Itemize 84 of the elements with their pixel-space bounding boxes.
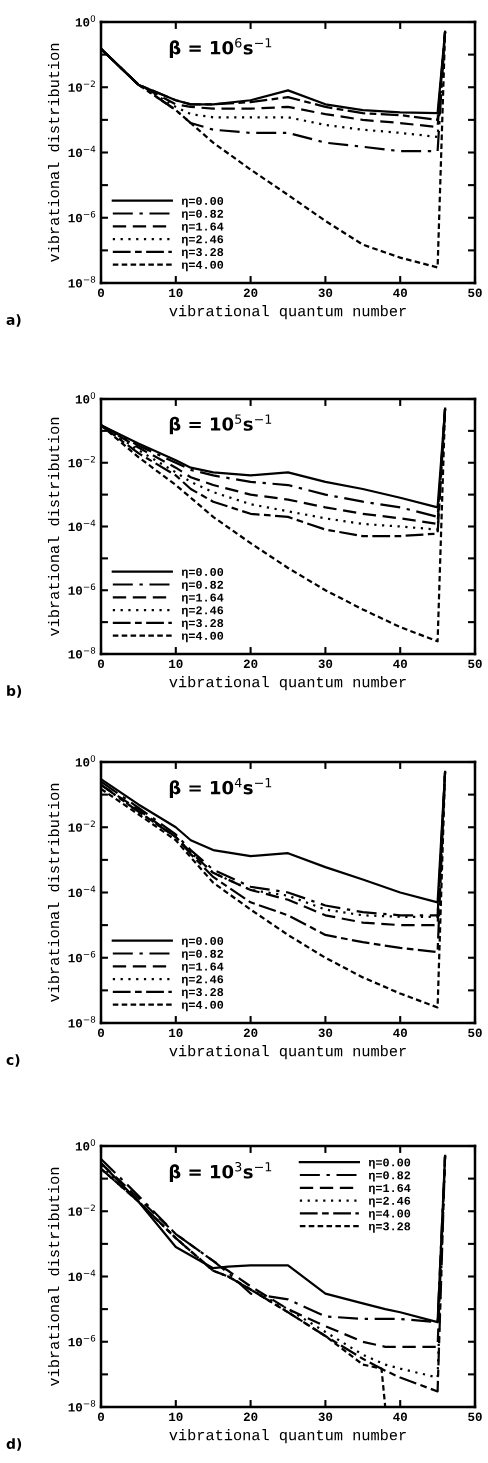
legend-label: η=4.00 <box>181 260 224 272</box>
x-tick-label: 10 <box>169 288 183 298</box>
y-axis-title: vibrational distribution <box>47 1167 60 1387</box>
y-tick-label: 10$^{0}$ <box>75 15 96 27</box>
legend-label: η=0.00 <box>368 1158 411 1169</box>
legend-label: η=4.00 <box>368 1209 411 1220</box>
x-tick-label: 30 <box>318 659 333 669</box>
x-tick-label: 40 <box>393 659 407 669</box>
legend-label: η=1.64 <box>181 962 224 973</box>
x-tick-label: 20 <box>243 1412 258 1422</box>
legend-label: η=0.82 <box>368 1171 411 1182</box>
y-tick-label: 10$^{−6}$ <box>68 583 96 595</box>
y-tick-label: 10$^{−4}$ <box>68 145 96 158</box>
x-tick-label: 0 <box>97 1412 105 1422</box>
legend-label: η=2.46 <box>181 975 224 986</box>
y-tick-label: 10$^{−8}$ <box>68 276 96 288</box>
y-tick-label: 10$^{−6}$ <box>68 950 96 963</box>
y-tick-label: 10$^{−2}$ <box>68 1204 95 1216</box>
y-tick-label: 10$^{−4}$ <box>68 885 96 898</box>
legend-label: η=0.00 <box>181 196 224 208</box>
y-axis-title: vibrational distribution <box>47 417 60 637</box>
y-tick-label: 10$^{0}$ <box>75 755 96 767</box>
text: β = 10$^{3}$s$^{−1}$ <box>169 1161 272 1183</box>
text: β = 10$^{5}$s$^{−1}$ <box>169 414 272 435</box>
text: β = 10$^{4}$s$^{−1}$ <box>169 778 272 798</box>
x-tick-label: 50 <box>468 1028 482 1038</box>
x-tick-label: 30 <box>318 1412 333 1422</box>
legend-label: η=1.64 <box>181 593 224 604</box>
y-tick-label: 10$^{0}$ <box>75 1139 96 1151</box>
x-tick-label: 30 <box>318 288 333 298</box>
x-tick-label: 40 <box>393 1028 407 1038</box>
legend-label: η=2.46 <box>368 1196 411 1208</box>
legend-label: η=0.82 <box>181 580 224 592</box>
y-tick-label: 10$^{−8}$ <box>68 1016 96 1028</box>
legend-label: η=0.82 <box>181 209 224 221</box>
x-axis-title: vibrational quantum number <box>169 1429 406 1444</box>
legend-label: η=4.00 <box>181 631 224 643</box>
legend-label: η=4.00 <box>181 1000 224 1012</box>
text: d) <box>6 1438 22 1451</box>
y-tick-label: 10$^{−8}$ <box>68 647 96 659</box>
text: b) <box>7 685 22 698</box>
x-tick-label: 20 <box>243 288 258 298</box>
x-axis-title: vibrational quantum number <box>169 305 406 320</box>
text: β = 10$^{6}$s$^{−1}$ <box>169 37 272 59</box>
x-tick-label: 20 <box>243 1028 258 1038</box>
y-tick-label: 10$^{−4}$ <box>68 1269 96 1282</box>
x-tick-label: 0 <box>97 659 105 669</box>
y-tick-label: 10$^{−6}$ <box>68 210 96 223</box>
x-axis-title: vibrational quantum number <box>169 676 406 691</box>
x-tick-label: 10 <box>169 1412 183 1422</box>
x-tick-label: 40 <box>393 288 407 298</box>
y-axis-title: vibrational distribution <box>47 43 60 263</box>
y-tick-label: 10$^{−6}$ <box>68 1334 96 1347</box>
x-tick-label: 0 <box>97 288 105 298</box>
text: a) <box>6 314 21 327</box>
legend-label: η=3.28 <box>181 619 224 630</box>
x-axis-title: vibrational quantum number <box>169 1045 406 1060</box>
x-tick-label: 20 <box>243 659 258 669</box>
legend-label: η=3.28 <box>368 1222 411 1233</box>
legend-label: η=3.28 <box>181 248 224 259</box>
legend-label: η=1.64 <box>368 1184 411 1195</box>
y-tick-label: 10$^{−2}$ <box>68 455 95 468</box>
y-tick-label: 10$^{−2}$ <box>68 80 95 92</box>
x-tick-label: 50 <box>468 288 482 298</box>
legend-label: η=2.46 <box>181 606 224 617</box>
legend-label: η=0.00 <box>181 567 224 579</box>
x-tick-label: 0 <box>97 1028 105 1038</box>
y-axis-title: vibrational distribution <box>47 783 60 1003</box>
legend-label: η=3.28 <box>181 988 224 999</box>
text: c) <box>6 1054 20 1067</box>
y-tick-label: 10$^{−4}$ <box>68 519 96 532</box>
y-tick-label: 10$^{−2}$ <box>68 820 95 832</box>
legend-label: η=2.46 <box>181 235 224 246</box>
y-tick-label: 10$^{−8}$ <box>68 1400 96 1412</box>
x-tick-label: 50 <box>468 1412 482 1422</box>
x-tick-label: 30 <box>318 1028 333 1038</box>
legend-label: η=0.82 <box>181 949 224 961</box>
x-tick-label: 40 <box>393 1412 407 1422</box>
x-tick-label: 50 <box>468 659 482 669</box>
legend-label: η=1.64 <box>181 222 224 233</box>
x-tick-label: 10 <box>169 1028 183 1038</box>
x-tick-label: 10 <box>169 659 183 669</box>
legend-label: η=0.00 <box>181 936 224 948</box>
y-tick-label: 10$^{0}$ <box>75 392 96 404</box>
